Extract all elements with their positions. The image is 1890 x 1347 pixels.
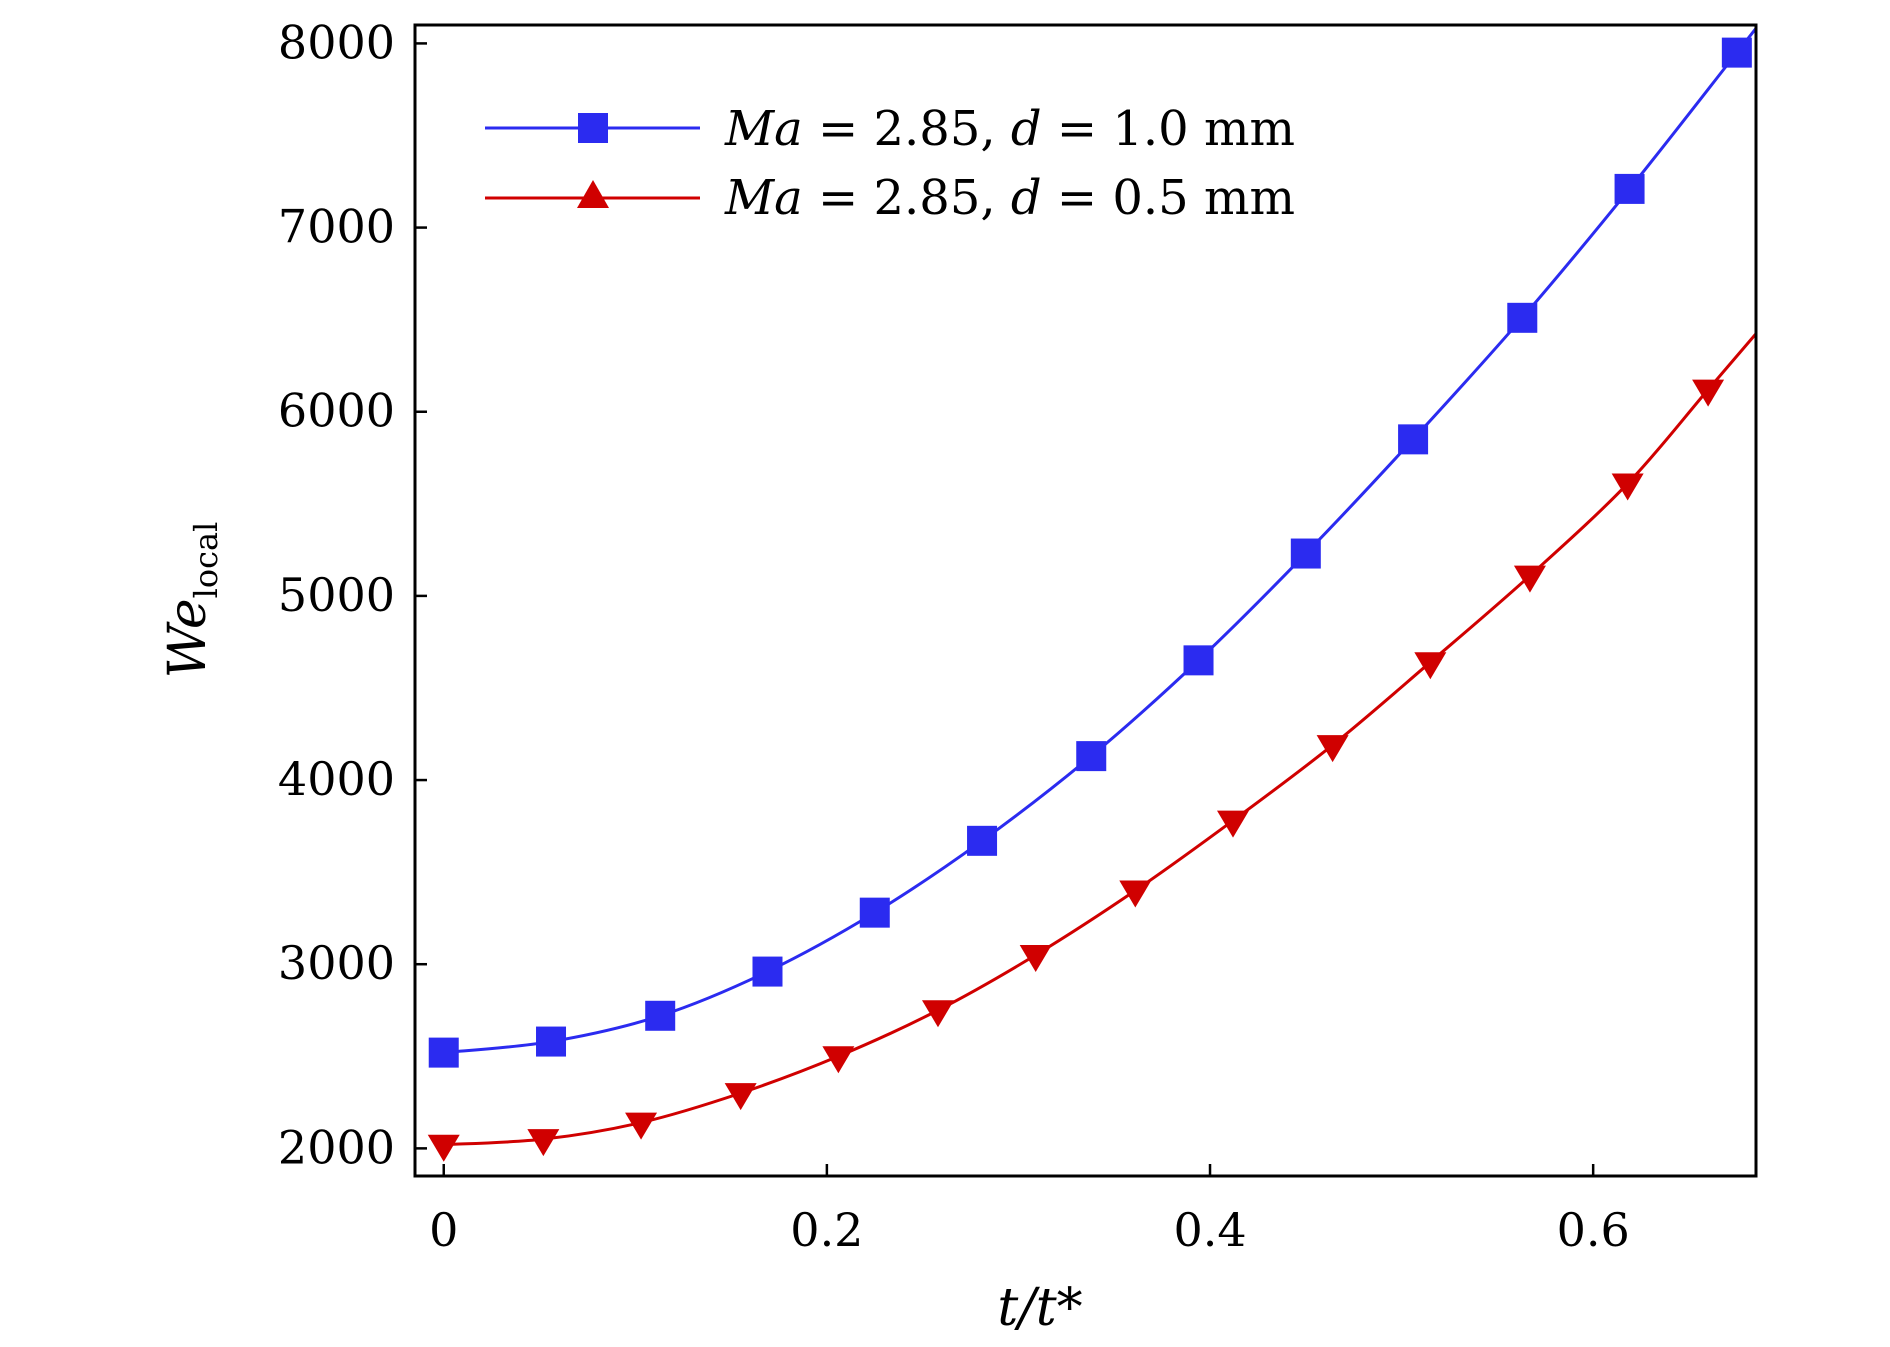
series-1-markers: [428, 37, 1752, 1068]
series-lines: [443, 25, 1756, 1147]
data-point: [1019, 945, 1052, 973]
data-point: [1183, 645, 1214, 676]
x-axis: 0 0.2 0.4 0.6: [429, 1164, 1630, 1257]
y-tick-label: 3000: [278, 936, 395, 990]
legend-label-series-1: Ma = 2.85, d = 1.0 mm: [724, 101, 1295, 157]
data-point: [1692, 379, 1725, 407]
data-point: [1217, 810, 1250, 838]
x-axis-title: t/t*: [997, 1278, 1082, 1338]
legend-marker-series-1: [578, 113, 608, 143]
data-point: [1076, 741, 1107, 772]
data-point: [1290, 538, 1321, 569]
data-point: [527, 1129, 560, 1157]
y-axis: 2000 3000 4000 5000 6000 7000 8000: [278, 15, 427, 1174]
plot-area: [413, 23, 1758, 1178]
x-tick-label: 0.2: [790, 1203, 863, 1257]
series-2-markers: [427, 379, 1725, 1162]
data-point: [1611, 473, 1644, 501]
data-point: [921, 1000, 954, 1028]
y-tick-label: 4000: [278, 752, 395, 806]
legend: Ma = 2.85, d = 1.0 mm Ma = 2.85, d = 0.5…: [485, 101, 1295, 226]
legend-marker-series-2: [577, 180, 609, 208]
series-1-line: [443, 25, 1756, 1055]
plot-frame: [413, 23, 1758, 1178]
data-point: [859, 897, 890, 928]
y-tick-label: 8000: [278, 15, 395, 69]
data-point: [822, 1046, 855, 1074]
y-tick-label: 5000: [278, 568, 395, 622]
legend-entry-series-1: Ma = 2.85, d = 1.0 mm: [485, 101, 1295, 157]
x-tick-label: 0.6: [1557, 1203, 1630, 1257]
x-tick-label: 0: [429, 1203, 458, 1257]
data-point: [724, 1083, 757, 1111]
y-tick-label: 7000: [278, 200, 395, 254]
x-tick-label: 0.4: [1173, 1203, 1246, 1257]
data-point: [625, 1112, 658, 1140]
data-point: [1614, 173, 1645, 204]
series-2-line: [443, 331, 1756, 1147]
data-point: [1398, 424, 1429, 455]
data-point: [427, 1134, 460, 1162]
data-point: [645, 1000, 676, 1031]
y-tick-label: 2000: [278, 1120, 395, 1174]
legend-entry-series-2: Ma = 2.85, d = 0.5 mm: [485, 170, 1295, 226]
data-point: [752, 956, 783, 987]
data-point: [1721, 37, 1752, 68]
data-point: [428, 1037, 459, 1068]
data-point: [1316, 735, 1349, 763]
data-point: [1119, 880, 1152, 908]
data-point: [536, 1026, 567, 1057]
data-point: [1507, 302, 1538, 333]
y-axis-title: Welocal: [158, 522, 225, 679]
legend-label-series-2: Ma = 2.85, d = 0.5 mm: [724, 170, 1295, 226]
data-point: [1414, 652, 1447, 680]
data-point: [967, 825, 998, 856]
data-point: [1513, 565, 1546, 593]
y-tick-label: 6000: [278, 384, 395, 438]
